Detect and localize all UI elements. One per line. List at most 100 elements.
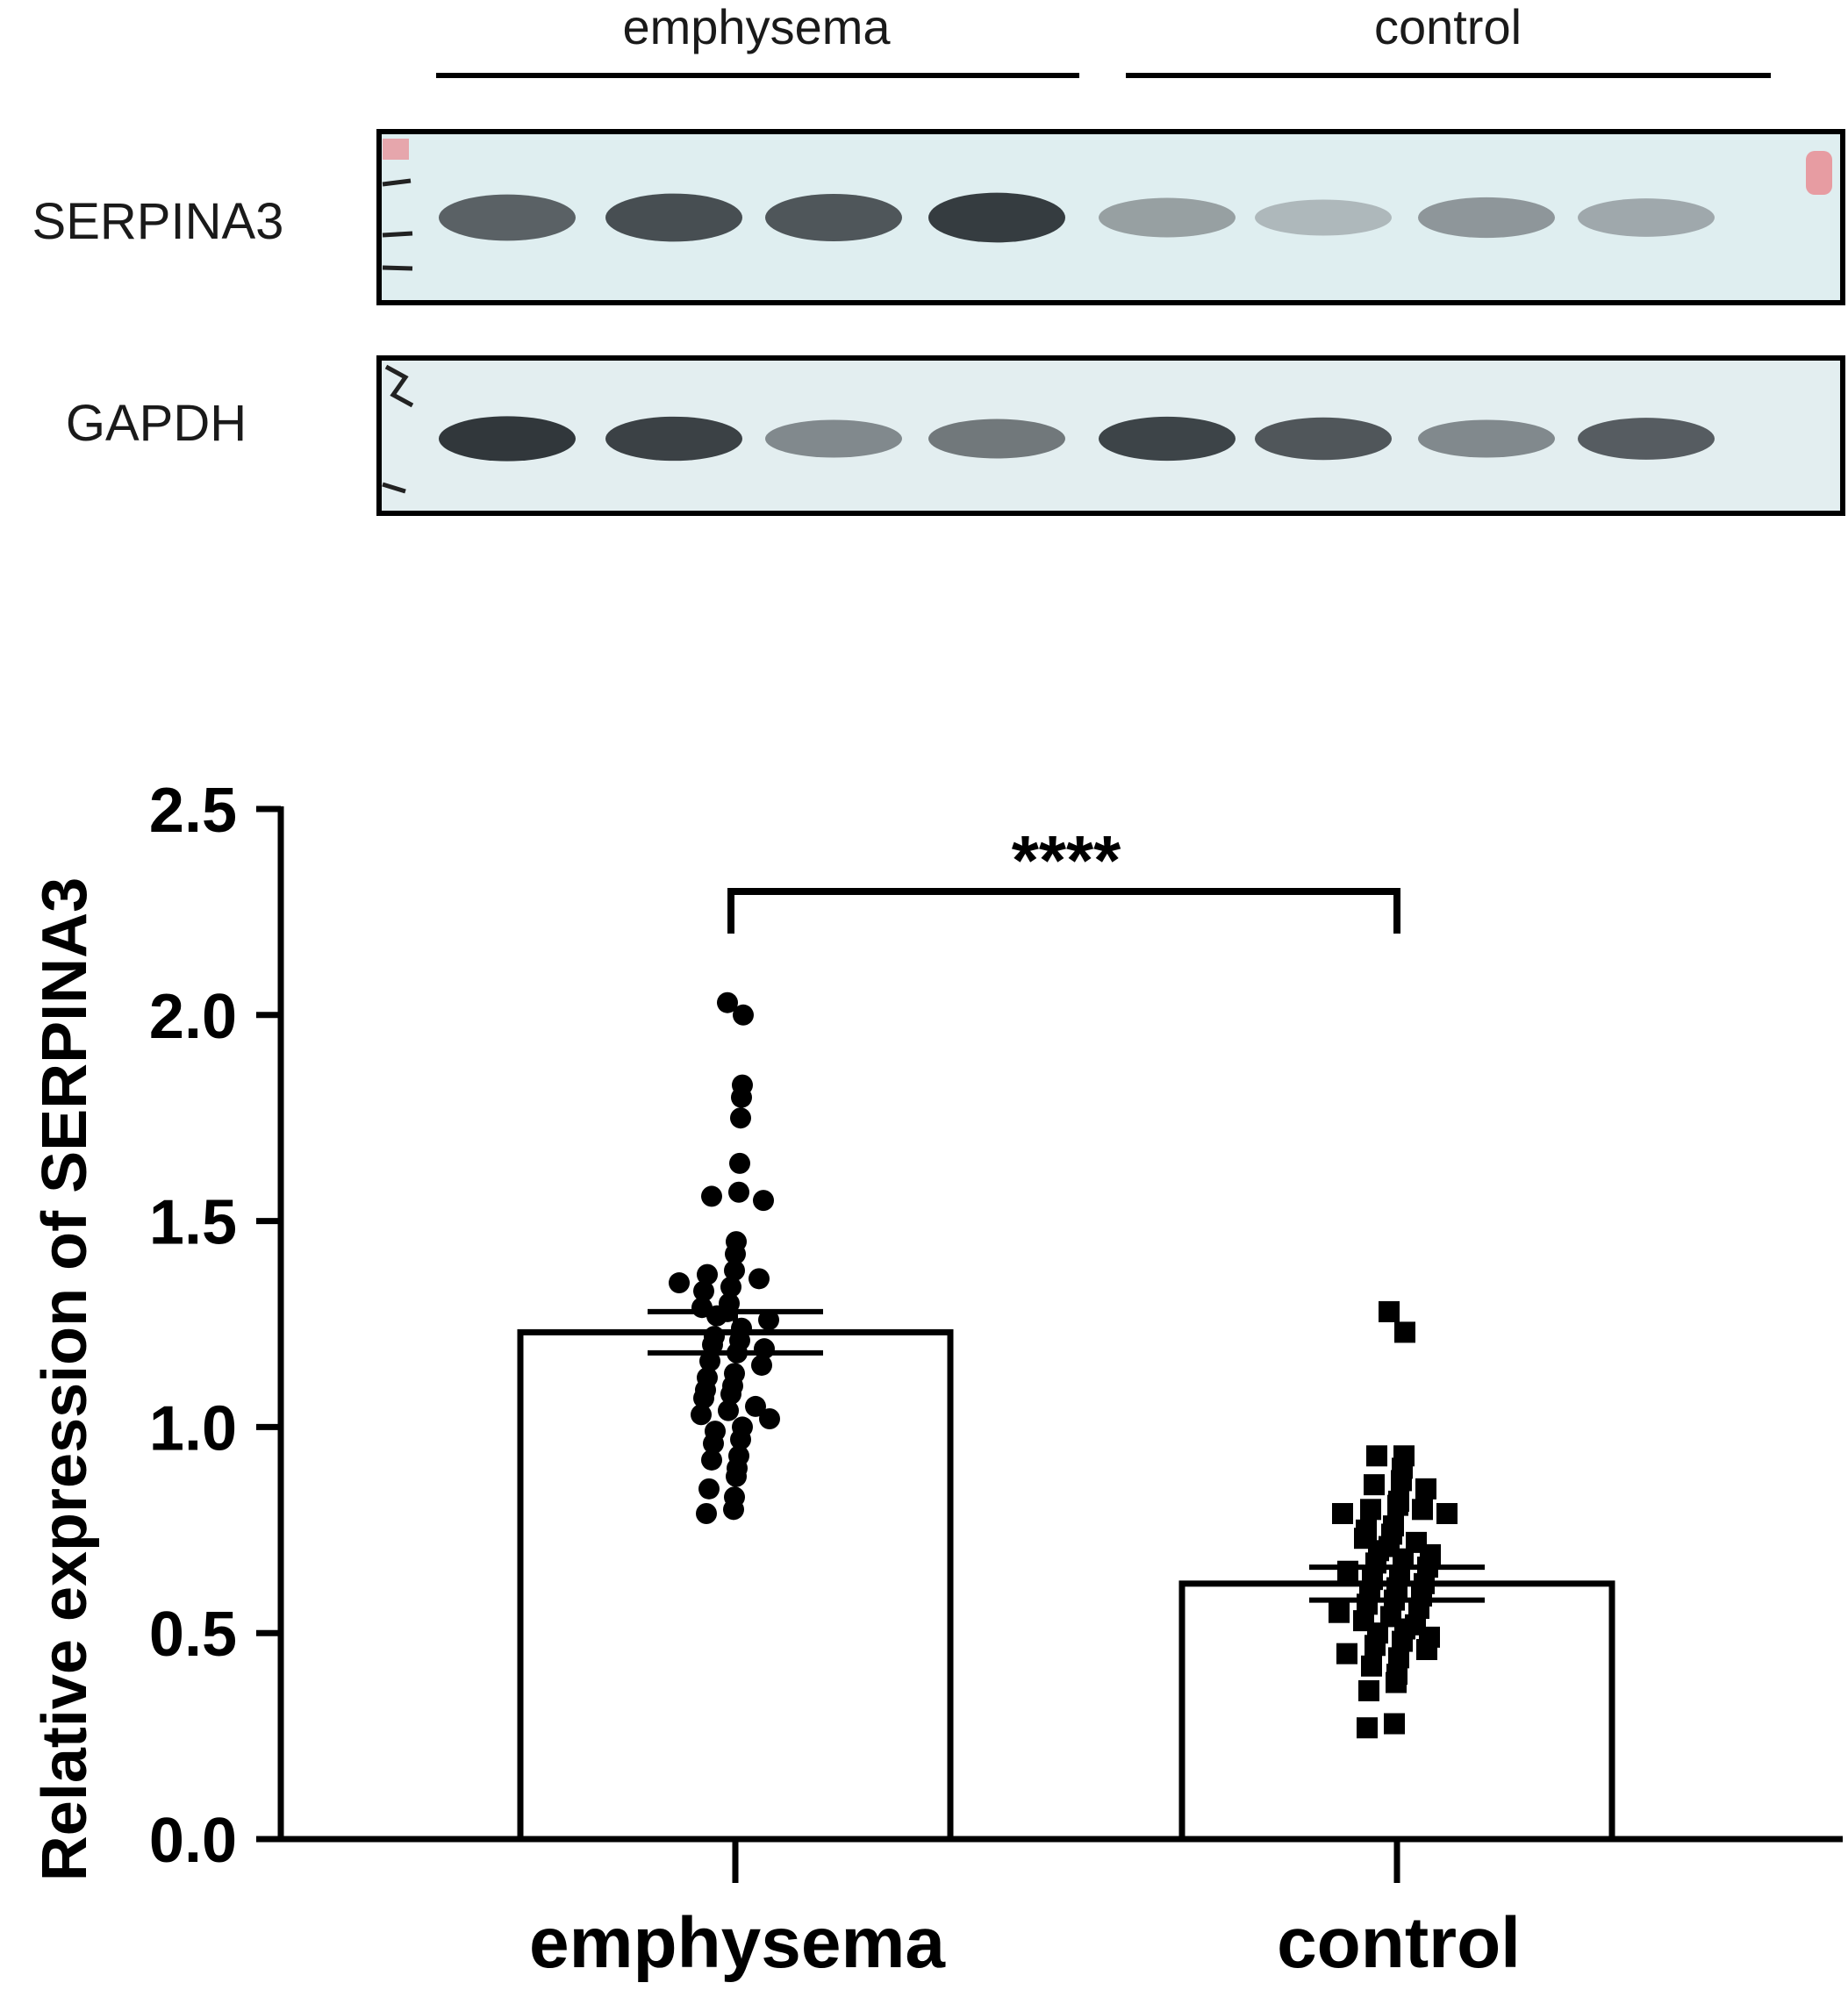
point-emphysema [759,1408,780,1430]
point-control [1386,1671,1407,1693]
significance-label: **** [1012,821,1121,899]
serpina3-band-lane-1 [439,194,576,241]
y-axis: 0.0 0.5 1.0 1.5 2.0 2.5 [149,776,284,1876]
blot-row-label-serpina3: SERPINA3 [32,193,284,250]
point-emphysema [702,1334,723,1356]
point-control [1366,1445,1387,1467]
gapdh-band-lane-1 [439,416,576,462]
gapdh-band-lane-2 [605,416,742,462]
gapdh-band-lane-4 [928,419,1065,459]
gapdh-band-lane-7 [1418,419,1555,458]
point-control [1360,1499,1381,1521]
gapdh-band-lane-6 [1255,417,1392,461]
point-emphysema [726,1465,747,1487]
point-emphysema [703,1433,724,1455]
point-emphysema [733,1004,754,1026]
point-emphysema [701,1185,722,1207]
point-emphysema [699,1350,720,1372]
point-emphysema [691,1404,712,1426]
point-control [1412,1499,1433,1521]
blot-group-label-emphysema: emphysema [622,0,891,54]
point-control [1379,1300,1400,1322]
point-emphysema [731,1086,752,1108]
point-emphysema [745,1395,766,1417]
point-emphysema [697,1263,718,1285]
blot-row-label-gapdh: GAPDH [66,395,247,452]
point-emphysema [728,1181,749,1203]
point-control [1357,1717,1378,1739]
point-emphysema [751,1354,772,1376]
gapdh-band-lane-3 [765,419,902,458]
y-tick-label: 1.5 [149,1188,237,1258]
point-emphysema [669,1272,690,1294]
serpina3-band-lane-5 [1099,197,1236,238]
point-emphysema [753,1190,774,1212]
point-emphysema [706,1305,727,1327]
point-control [1436,1503,1458,1525]
serpina3-band-lane-7 [1418,197,1555,239]
bands-serpina3 [439,192,1715,243]
x-tick-label-emphysema: emphysema [529,1903,946,1983]
point-emphysema [696,1503,717,1525]
x-axis: emphysema control [278,1836,1843,1983]
point-emphysema [693,1387,714,1409]
bars [517,1328,1615,1843]
point-control [1415,1478,1436,1500]
data-points [669,991,1458,1739]
point-control [1329,1601,1350,1623]
point-emphysema [718,1399,739,1421]
serpina3-band-lane-3 [765,193,902,242]
serpina3-band-lane-8 [1578,198,1715,237]
western-blot: emphysema control SERPINA3 GAPDH [32,0,1845,516]
point-control [1365,1635,1386,1657]
error-bars [648,1308,1485,1603]
point-emphysema [698,1478,720,1500]
x-tick-label-control: control [1277,1903,1521,1983]
ladder-marker-pink-right [1806,151,1832,195]
point-control [1416,1638,1437,1660]
point-emphysema [730,1428,751,1450]
y-tick-label: 0.5 [149,1600,237,1670]
bar-control [1178,1580,1615,1843]
point-control [1384,1713,1405,1735]
significance-line [727,888,1400,934]
point-emphysema [724,1259,745,1281]
point-emphysema [701,1449,722,1471]
point-emphysema [720,1276,741,1298]
point-emphysema [729,1152,750,1174]
point-emphysema [725,1243,746,1265]
ladder-marker-pink [383,139,409,160]
bar-chart: Relative expression of SERPINA3 0.0 0.5 1.… [30,776,1843,1983]
bands-gapdh [439,416,1715,462]
point-control [1337,1560,1358,1582]
point-emphysema [723,1499,744,1521]
gapdh-band-lane-8 [1578,418,1715,460]
y-tick-label: 1.0 [149,1393,237,1464]
point-control [1364,1474,1385,1496]
point-control [1361,1655,1382,1677]
point-control [1394,1321,1415,1343]
point-control [1336,1643,1357,1664]
y-axis-label: Relative expression of SERPINA3 [30,877,100,1881]
point-control [1358,1679,1379,1701]
point-emphysema [717,991,738,1013]
point-emphysema [758,1309,779,1331]
point-emphysema [720,1383,741,1405]
point-control [1332,1503,1353,1525]
point-control [1387,1494,1408,1516]
point-emphysema [730,1107,751,1129]
point-control [1391,1470,1412,1492]
gapdh-band-lane-5 [1099,416,1236,462]
ladder-marks [382,178,414,494]
serpina3-band-lane-2 [605,193,742,242]
significance-bracket: **** [727,821,1400,934]
serpina3-band-lane-4 [928,192,1065,243]
blot-group-label-control: control [1374,0,1522,54]
serpina3-band-lane-6 [1255,199,1392,236]
y-tick-label: 0.0 [149,1806,237,1876]
point-emphysema [749,1268,770,1290]
y-tick-label: 2.5 [149,776,237,846]
y-tick-label: 2.0 [149,982,237,1052]
point-emphysema [693,1280,714,1302]
